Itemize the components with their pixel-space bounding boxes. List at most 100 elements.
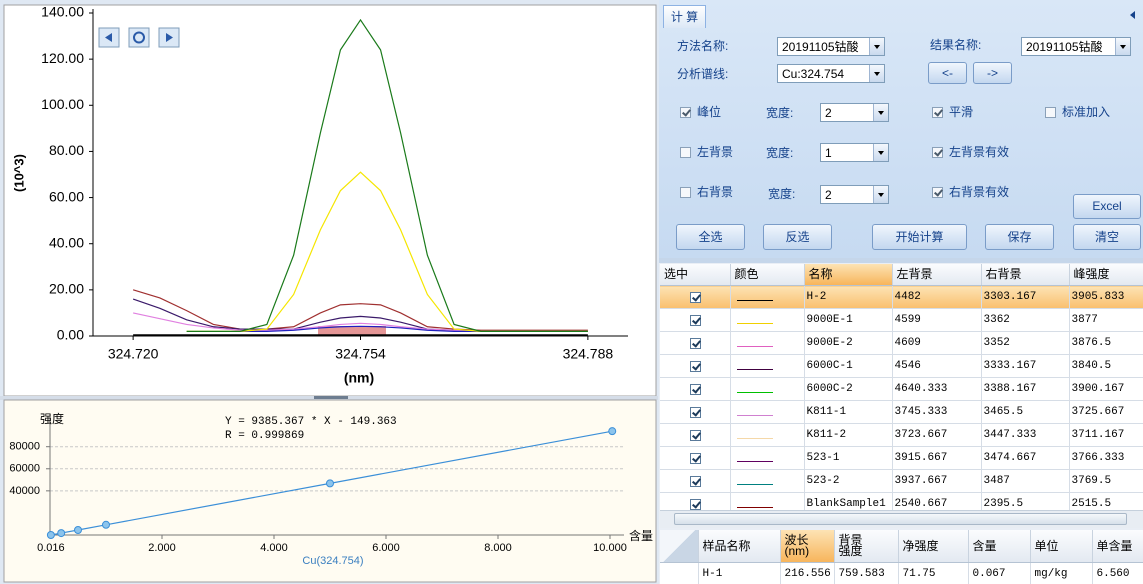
checkbox[interactable] bbox=[932, 107, 943, 118]
row-checkbox[interactable] bbox=[690, 475, 701, 487]
prev-button[interactable]: <- bbox=[928, 62, 967, 84]
cell: 2395.5 bbox=[981, 492, 1070, 510]
width-combo[interactable]: 1 bbox=[820, 143, 889, 162]
calc-form: 计 算 方法名称: 20191105钴酸 结果名称: 20191105钴酸 分析… bbox=[659, 0, 1143, 259]
row-checkbox[interactable] bbox=[690, 383, 701, 395]
select-all-button[interactable]: 全选 bbox=[676, 224, 745, 250]
series-line bbox=[186, 18, 588, 332]
cell: 3333.167 bbox=[981, 354, 1070, 378]
result-combo[interactable]: 20191105钴酸 bbox=[1021, 37, 1131, 56]
column-header[interactable]: 颜色 bbox=[730, 264, 805, 286]
row-checkbox[interactable] bbox=[690, 291, 701, 303]
method-label: 方法名称: bbox=[677, 39, 729, 53]
column-header[interactable]: 净强度 bbox=[898, 530, 969, 563]
width-combo[interactable]: 2 bbox=[820, 103, 889, 122]
table-row[interactable]: H-2 4482 3303.167 3905.833 bbox=[660, 285, 1143, 309]
x-unit-label: 含量 bbox=[629, 528, 653, 543]
chart-area: 0.00 20.00 40.00 60.00 80.00 100.00 120.00 140.… bbox=[0, 4, 658, 583]
checkbox[interactable] bbox=[680, 107, 691, 118]
cell: 3465.5 bbox=[981, 400, 1070, 424]
cell: 0.067 bbox=[968, 562, 1031, 584]
table-row[interactable]: K811-2 3723.667 3447.333 3711.167 bbox=[660, 423, 1143, 447]
cell bbox=[730, 285, 805, 309]
column-header[interactable]: 峰强度 bbox=[1069, 264, 1143, 286]
method-combo[interactable]: 20191105钴酸 bbox=[777, 37, 885, 56]
y-tick-label: 40000 bbox=[9, 485, 40, 497]
spectrum-frame bbox=[3, 4, 657, 397]
save-button[interactable]: 保存 bbox=[985, 224, 1054, 250]
column-header[interactable]: 样品名称 bbox=[698, 530, 781, 563]
x-tick-label: 324.788 bbox=[563, 346, 614, 362]
table-row[interactable]: 6000C-1 4546 3333.167 3840.5 bbox=[660, 354, 1143, 378]
column-header[interactable]: 名称 bbox=[804, 264, 893, 286]
prev-icon bbox=[105, 33, 112, 42]
column-header[interactable]: 背景 强度 bbox=[834, 530, 899, 563]
calculate-button[interactable]: 开始计算 bbox=[872, 224, 967, 250]
table-row[interactable]: K811-1 3745.333 3465.5 3725.667 bbox=[660, 400, 1143, 424]
width-combo[interactable]: 2 bbox=[820, 185, 889, 204]
row-checkbox[interactable] bbox=[690, 314, 701, 326]
table-row[interactable]: H-1 216.556 759.583 71.75 0.067 mg/kg 6.560 bbox=[660, 562, 1143, 584]
calc-panel: 计 算 方法名称: 20191105钴酸 结果名称: 20191105钴酸 分析… bbox=[659, 0, 1143, 584]
checkbox[interactable] bbox=[932, 147, 943, 158]
collapse-icon[interactable] bbox=[1130, 11, 1135, 19]
splitter[interactable] bbox=[659, 258, 1143, 263]
invert-button[interactable]: 反选 bbox=[763, 224, 832, 250]
row-checkbox[interactable] bbox=[690, 360, 701, 372]
row-checkbox[interactable] bbox=[690, 406, 701, 418]
column-header[interactable]: 左背景 bbox=[892, 264, 982, 286]
cell: 3840.5 bbox=[1069, 354, 1143, 378]
checkbox[interactable] bbox=[1045, 107, 1056, 118]
checkbox[interactable] bbox=[680, 187, 691, 198]
checkbox[interactable] bbox=[932, 187, 943, 198]
row-checkbox[interactable] bbox=[690, 452, 701, 464]
checkbox[interactable] bbox=[680, 147, 691, 158]
table-row[interactable]: 523-2 3937.667 3487 3769.5 bbox=[660, 469, 1143, 493]
line-table: 选中 颜色 名称 左背景 右背景 峰强度 H-2 4482 3303.167 3905.833 90… bbox=[660, 264, 1143, 510]
cell: 3447.333 bbox=[981, 423, 1070, 447]
h-scrollbar[interactable] bbox=[660, 510, 1143, 528]
refresh-button[interactable] bbox=[128, 27, 150, 48]
row-checkbox[interactable] bbox=[690, 337, 701, 349]
line-combo[interactable]: Cu:324.754 bbox=[777, 64, 885, 83]
checkbox-label: 标准加入 bbox=[1062, 105, 1111, 119]
cell: 3362 bbox=[981, 308, 1070, 332]
cell: 6000C-2 bbox=[804, 377, 893, 401]
cell: 71.75 bbox=[898, 562, 969, 584]
next-button[interactable]: -> bbox=[973, 62, 1012, 84]
tab[interactable]: 计 算 bbox=[663, 5, 706, 28]
color-swatch bbox=[736, 368, 773, 370]
method-value: 20191105钴酸 bbox=[782, 40, 859, 54]
column-header[interactable]: 波长 (nm) bbox=[780, 530, 835, 563]
checkbox-label: 左背景 bbox=[697, 145, 734, 159]
column-header[interactable]: 单含量 bbox=[1092, 530, 1143, 563]
scroll-thumb[interactable] bbox=[674, 513, 1127, 525]
column-header[interactable]: 含量 bbox=[968, 530, 1031, 563]
cell bbox=[730, 377, 805, 401]
width-label: 宽度: bbox=[766, 106, 794, 120]
table-row[interactable]: 6000C-2 4640.333 3388.167 3900.167 bbox=[660, 377, 1143, 401]
x-tick-label: 2.000 bbox=[148, 542, 176, 554]
cell bbox=[730, 423, 805, 447]
cell bbox=[730, 354, 805, 378]
table-row[interactable]: BlankSample1 2540.667 2395.5 2515.5 bbox=[660, 492, 1143, 510]
column-header[interactable]: 选中 bbox=[660, 264, 731, 286]
table-row[interactable]: 9000E-1 4599 3362 3877 bbox=[660, 308, 1143, 332]
row-checkbox[interactable] bbox=[690, 429, 701, 441]
cell: 2515.5 bbox=[1069, 492, 1143, 510]
cell bbox=[660, 423, 731, 447]
table: 选中 颜色 名称 左背景 右背景 峰强度 H-2 4482 3303.167 3905.833 90… bbox=[660, 264, 1143, 510]
table-row[interactable]: 9000E-2 4609 3352 3876.5 bbox=[660, 331, 1143, 355]
cell: 3915.667 bbox=[892, 446, 982, 470]
table-row[interactable]: 523-1 3915.667 3474.667 3766.333 bbox=[660, 446, 1143, 470]
cell: 3905.833 bbox=[1069, 285, 1143, 309]
column-header[interactable]: 单位 bbox=[1030, 530, 1093, 563]
width-value: 1 bbox=[825, 146, 832, 160]
cell: 3303.167 bbox=[981, 285, 1070, 309]
cell bbox=[660, 354, 731, 378]
excel-button[interactable]: Excel bbox=[1073, 194, 1141, 219]
result-label: 结果名称: bbox=[930, 38, 982, 52]
clear-button[interactable]: 清空 bbox=[1073, 224, 1141, 250]
row-checkbox[interactable] bbox=[690, 498, 701, 510]
column-header[interactable]: 右背景 bbox=[981, 264, 1070, 286]
